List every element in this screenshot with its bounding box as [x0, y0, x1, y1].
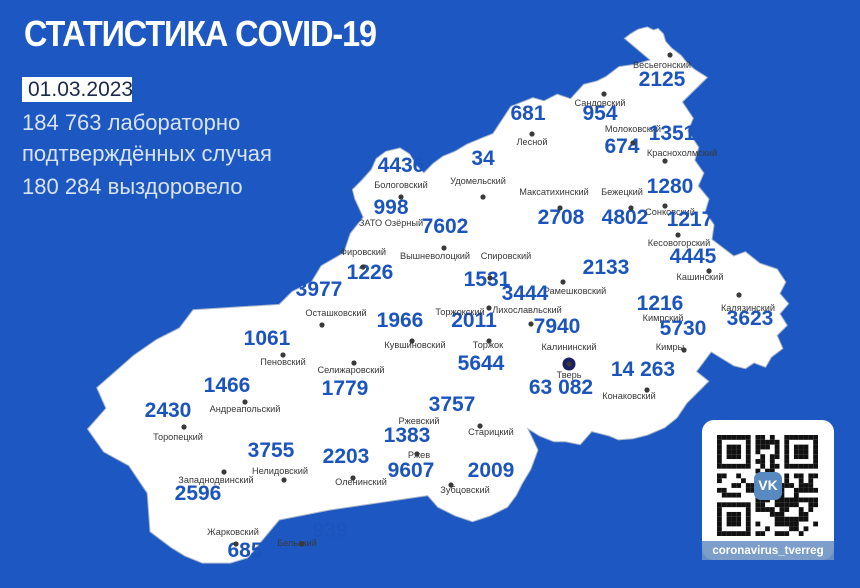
svg-text:coronavirus_tverreg: coronavirus_tverreg [712, 545, 823, 557]
svg-text:63 082: 63 082 [529, 376, 593, 399]
svg-text:674: 674 [604, 135, 639, 158]
svg-text:1466: 1466 [204, 374, 251, 397]
svg-text:1966: 1966 [377, 309, 424, 332]
svg-text:3757: 3757 [429, 393, 476, 416]
svg-text:Бологовский: Бологовский [374, 180, 427, 190]
svg-text:Бежецкий: Бежецкий [601, 187, 643, 197]
svg-text:Калязинский: Калязинский [721, 303, 775, 313]
svg-text:1779: 1779 [322, 377, 369, 400]
svg-text:1383: 1383 [384, 424, 431, 447]
svg-text:1351: 1351 [649, 122, 696, 145]
svg-text:Бельский: Бельский [277, 538, 317, 548]
svg-text:VK: VK [758, 477, 777, 493]
svg-text:Кувшиновский: Кувшиновский [384, 340, 445, 350]
svg-text:Лесной: Лесной [516, 137, 547, 147]
svg-text:Спировский: Спировский [481, 251, 532, 261]
svg-text:2203: 2203 [323, 445, 370, 468]
svg-text:Лихославльский: Лихославльский [492, 305, 562, 315]
svg-text:Селижаровский: Селижаровский [317, 365, 384, 375]
svg-text:7940: 7940 [534, 315, 581, 338]
svg-text:Калининский: Калининский [541, 342, 596, 352]
svg-text:Кашинский: Кашинский [677, 272, 724, 282]
svg-text:Ржевский: Ржевский [398, 416, 439, 426]
svg-text:Торжокский: Торжокский [435, 307, 484, 317]
svg-text:2596: 2596 [175, 482, 222, 505]
svg-text:Фировский: Фировский [340, 247, 386, 257]
svg-text:2125: 2125 [639, 68, 686, 91]
svg-text:Торжок: Торжок [473, 340, 504, 350]
svg-text:1280: 1280 [647, 175, 694, 198]
svg-text:4802: 4802 [602, 206, 649, 229]
svg-text:1226: 1226 [347, 261, 394, 284]
svg-text:4445: 4445 [670, 245, 717, 268]
svg-text:Пеновский: Пеновский [260, 357, 306, 367]
svg-text:Оленинский: Оленинский [335, 477, 387, 487]
svg-text:Вышневолоцкий: Вышневолоцкий [400, 251, 470, 261]
svg-text:685: 685 [227, 539, 262, 562]
svg-text:3755: 3755 [248, 439, 295, 462]
svg-text:Кимры: Кимры [656, 342, 685, 352]
svg-text:939: 939 [312, 519, 347, 542]
svg-text:1061: 1061 [244, 327, 291, 350]
svg-text:1531: 1531 [464, 268, 511, 291]
svg-text:Осташковский: Осташковский [305, 308, 366, 318]
svg-text:Весьегонский: Весьегонский [633, 60, 691, 70]
svg-text:681: 681 [510, 102, 545, 125]
svg-text:998: 998 [373, 196, 408, 219]
svg-text:Старицкий: Старицкий [468, 427, 514, 437]
svg-text:2430: 2430 [145, 399, 192, 422]
svg-text:Краснохолмский: Краснохолмский [647, 148, 717, 158]
svg-text:5644: 5644 [458, 352, 505, 375]
svg-text:ЗАТО Озёрный: ЗАТО Озёрный [359, 218, 423, 228]
svg-text:4436: 4436 [378, 154, 425, 177]
svg-text:Жарковский: Жарковский [207, 527, 259, 537]
svg-text:Рамешковский: Рамешковский [544, 286, 607, 296]
svg-text:2133: 2133 [583, 256, 630, 279]
svg-text:Максатихинский: Максатихинский [519, 187, 589, 197]
svg-text:Торопецкий: Торопецкий [153, 432, 203, 442]
svg-text:2009: 2009 [468, 459, 515, 482]
svg-text:34: 34 [471, 147, 495, 170]
svg-text:Конаковский: Конаковский [602, 391, 656, 401]
svg-text:Сандовский: Сандовский [574, 98, 625, 108]
svg-text:Андреапольский: Андреапольский [210, 404, 281, 414]
svg-text:14 263: 14 263 [611, 358, 675, 381]
svg-text:1217: 1217 [667, 208, 714, 231]
svg-text:Зубцовский: Зубцовский [440, 485, 489, 495]
svg-text:3977: 3977 [296, 278, 343, 301]
svg-text:7602: 7602 [422, 215, 469, 238]
svg-text:Западнодвинский: Западнодвинский [178, 475, 253, 485]
svg-text:9607: 9607 [388, 459, 435, 482]
svg-text:Удомельский: Удомельский [450, 176, 506, 186]
svg-text:1216: 1216 [637, 292, 684, 315]
svg-text:Нелидовский: Нелидовский [252, 466, 308, 476]
svg-text:5730: 5730 [660, 317, 707, 340]
